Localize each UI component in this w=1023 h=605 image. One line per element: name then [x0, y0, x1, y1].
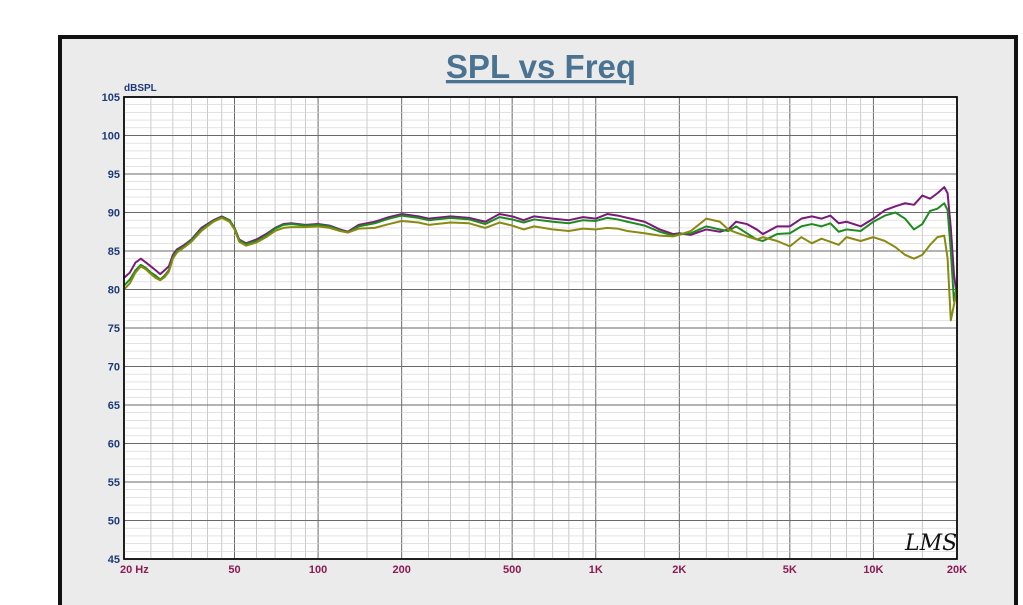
grid — [124, 97, 957, 559]
y-tick-label: 50 — [108, 516, 120, 528]
x-tick-label: 5K — [783, 564, 797, 576]
y-tick-label: 45 — [108, 554, 120, 566]
y-tick-label: 80 — [108, 285, 120, 297]
series-layer — [123, 186, 958, 322]
y-axis-ticks: 105 100 95 90 85 80 75 70 65 60 55 50 45 — [102, 92, 120, 566]
series-line-3 — [123, 216, 958, 322]
x-tick-label: 100 — [309, 564, 327, 576]
chart-title: SPL vs Freq — [446, 48, 636, 85]
x-tick-label: 1K — [589, 564, 603, 576]
x-tick-label: 200 — [392, 564, 410, 576]
plot-border — [123, 96, 958, 560]
y-tick-label: 95 — [108, 169, 120, 181]
y-tick-label: 65 — [108, 400, 120, 412]
series-line-1 — [123, 186, 958, 299]
y-tick-label: 85 — [108, 246, 120, 258]
watermark-logo: LMS — [904, 531, 957, 556]
series-line-2 — [123, 202, 958, 303]
x-tick-label: 50 — [228, 564, 240, 576]
x-tick-label: 20K — [947, 564, 967, 576]
y-tick-label: 75 — [108, 323, 120, 335]
x-axis-ticks: 20 Hz 50 100 200 500 1K 2K 5K 10K 20K — [120, 564, 967, 576]
y-axis-unit: dBSPL — [124, 83, 157, 94]
y-tick-label: 90 — [108, 208, 120, 220]
x-tick-label: 500 — [503, 564, 521, 576]
y-tick-label: 70 — [108, 362, 120, 374]
x-tick-label: 10K — [863, 564, 883, 576]
x-tick-label: 2K — [672, 564, 686, 576]
y-tick-label: 105 — [102, 92, 120, 104]
y-tick-label: 100 — [102, 131, 120, 143]
y-tick-label: 55 — [108, 477, 120, 489]
y-tick-label: 60 — [108, 439, 120, 451]
x-tick-label: 20 Hz — [120, 564, 149, 576]
